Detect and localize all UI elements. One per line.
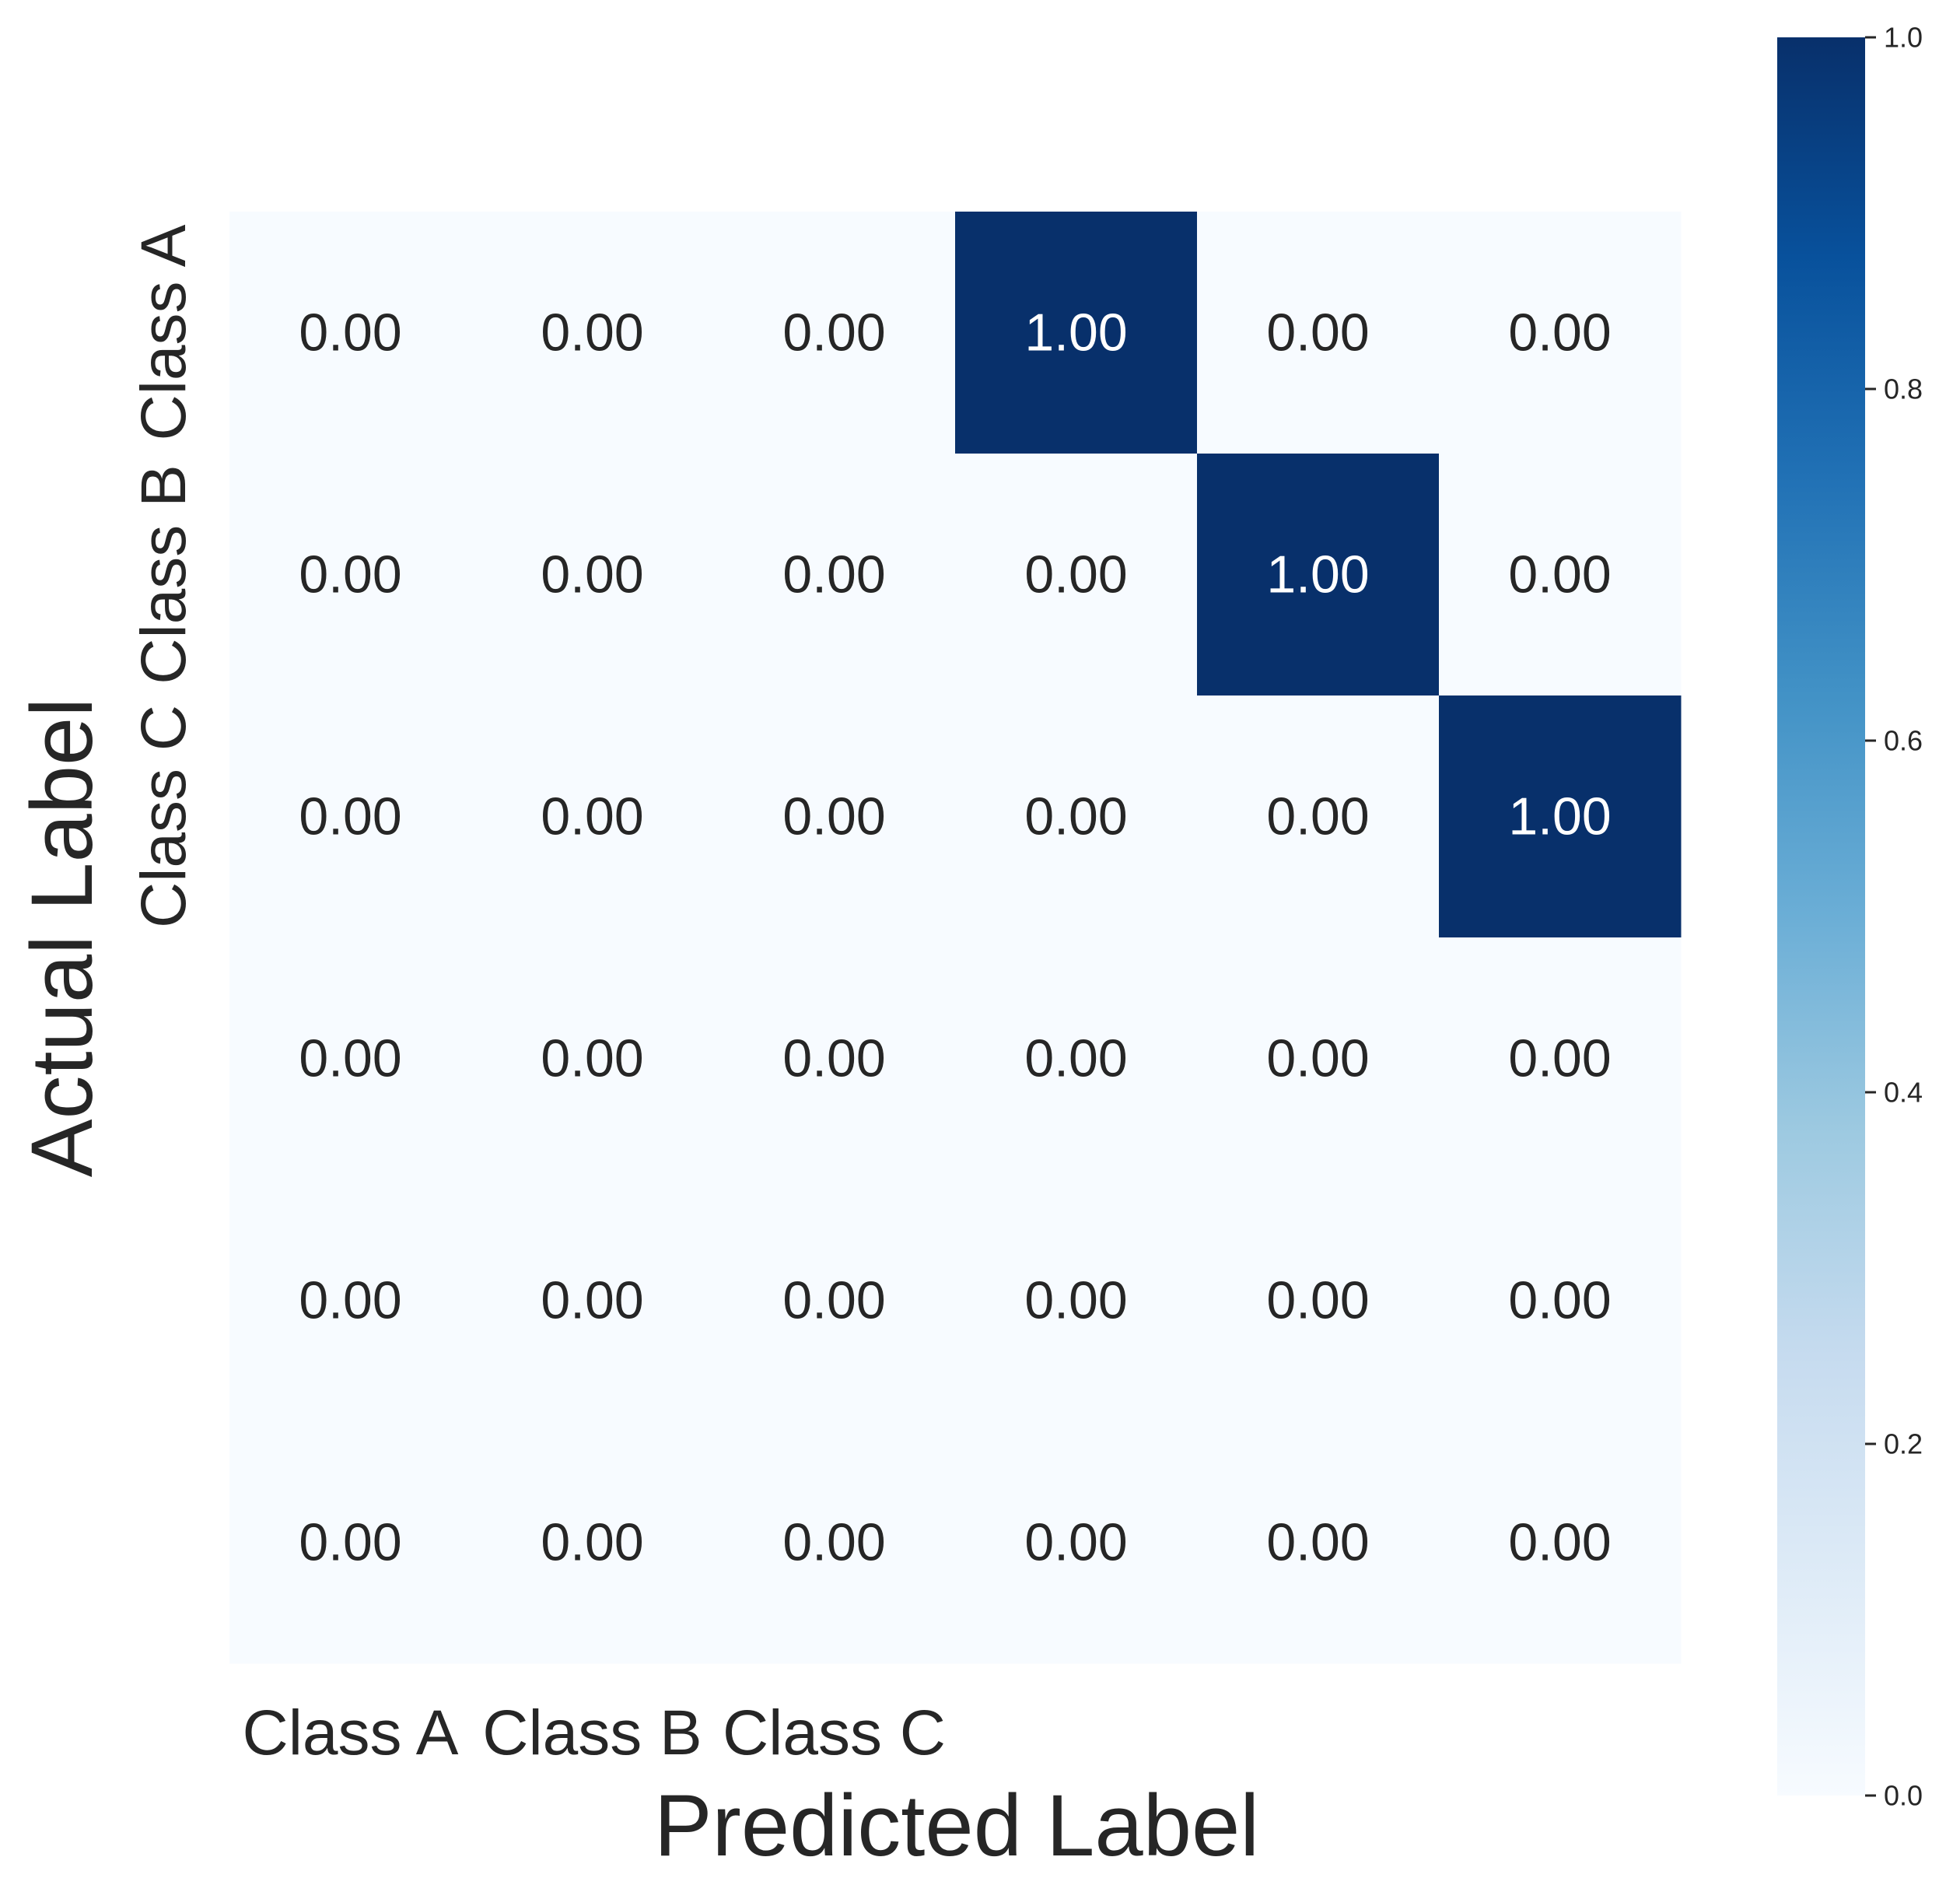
heatmap-cell (471, 695, 714, 938)
heatmap-cell-label: 1.00 (1266, 545, 1369, 604)
heatmap-cell (713, 1179, 956, 1422)
x-axis-title: Predicted Label (654, 1777, 1259, 1874)
heatmap-cell (1439, 212, 1682, 454)
heatmap-cell (713, 454, 956, 696)
heatmap-cell-label: 0.00 (782, 303, 885, 363)
heatmap-cell-label: 0.00 (299, 545, 401, 604)
heatmap-cell (229, 1179, 472, 1422)
heatmap-cell-label: 0.00 (1508, 1029, 1611, 1088)
heatmap-cell-label: 0.00 (299, 787, 401, 846)
heatmap-cell-labels: 0.00 0.00 0.00 1.00 0.00 0.00 0.00 0.00 0.00 0.00… (299, 303, 1611, 1572)
heatmap-cell (955, 454, 1198, 696)
colorbar: 0.0 0.2 0.4 0.6 0.8 1.0 (1777, 22, 1923, 1812)
heatmap-cell (713, 212, 956, 454)
heatmap-cell (955, 695, 1198, 938)
heatmap-cell (955, 1421, 1198, 1664)
heatmap-cell-label: 0.00 (1024, 787, 1127, 846)
heatmap-cell (1197, 1179, 1440, 1422)
y-axis-ticks: Class A Class B Class C (128, 224, 199, 928)
heatmap-cell (713, 1421, 956, 1664)
heatmap-cell (1439, 1179, 1682, 1422)
heatmap-cell-label: 0.00 (782, 545, 885, 604)
x-tick-label: Class A (243, 1698, 459, 1768)
heatmap-cell-label: 0.00 (782, 1513, 885, 1572)
heatmap-cell (955, 1179, 1198, 1422)
y-tick-label: Class C (128, 705, 199, 928)
heatmap-cell (471, 1179, 714, 1422)
heatmap-cell-label: 0.00 (782, 1029, 885, 1088)
heatmap-cell (1439, 695, 1682, 938)
heatmap-cell (229, 212, 472, 454)
heatmap-cell (713, 695, 956, 938)
heatmap-cell-label: 0.00 (782, 1271, 885, 1330)
heatmap-cell-label: 1.00 (1024, 303, 1127, 363)
heatmap-cell-label: 0.00 (1266, 1271, 1369, 1330)
heatmap-cell-label: 0.00 (541, 303, 643, 363)
colorbar-tick-label: 1.0 (1884, 22, 1923, 54)
heatmap-cell-label: 0.00 (1024, 1513, 1127, 1572)
heatmap-cell-label: 0.00 (299, 1029, 401, 1088)
heatmap-cell-label: 0.00 (541, 1029, 643, 1088)
heatmap-cell-label: 0.00 (1266, 1513, 1369, 1572)
heatmap-cell-label: 0.00 (299, 1271, 401, 1330)
heatmap-cell-label: 0.00 (541, 545, 643, 604)
heatmap-cell-label: 0.00 (1266, 787, 1369, 846)
y-axis-title: Actual Label (13, 698, 110, 1177)
heatmap-cell (471, 454, 714, 696)
heatmap-cell (471, 937, 714, 1180)
heatmap-cell-label: 0.00 (299, 303, 401, 363)
heatmap-cell-label: 0.00 (1024, 1271, 1127, 1330)
x-tick-label: Class B (482, 1698, 702, 1768)
heatmap-cell (1439, 454, 1682, 696)
heatmap-cell (713, 937, 956, 1180)
heatmap-cell-label: 0.00 (541, 1271, 643, 1330)
colorbar-tick-label: 0.2 (1884, 1428, 1923, 1460)
heatmap-cell (229, 454, 472, 696)
heatmap-cell-label: 0.00 (1508, 545, 1611, 604)
heatmap-cell-label: 0.00 (1024, 1029, 1127, 1088)
heatmap-cell-label: 0.00 (1508, 1513, 1611, 1572)
heatmap-cell (229, 937, 472, 1180)
heatmap-cell (1197, 1421, 1440, 1664)
colorbar-tick-label: 0.0 (1884, 1780, 1923, 1812)
heatmap-cell (471, 1421, 714, 1664)
heatmap-cell-label: 0.00 (1024, 545, 1127, 604)
colorbar-gradient (1777, 37, 1865, 1796)
heatmap-cell-label: 0.00 (541, 1513, 643, 1572)
heatmap-cell (1197, 937, 1440, 1180)
colorbar-tick-label: 0.6 (1884, 725, 1923, 757)
heatmap-cell (1439, 937, 1682, 1180)
colorbar-tick-label: 0.8 (1884, 373, 1923, 405)
heatmap-cell-label: 0.00 (1508, 1271, 1611, 1330)
heatmap-cells (229, 212, 1682, 1664)
heatmap-cell-label: 0.00 (541, 787, 643, 846)
heatmap-cell (229, 695, 472, 938)
heatmap-cell-label: 0.00 (782, 787, 885, 846)
heatmap-cell (1197, 212, 1440, 454)
heatmap-cell-label: 0.00 (1266, 1029, 1369, 1088)
heatmap-cell-label: 1.00 (1508, 787, 1611, 846)
heatmap-cell-label: 0.00 (1266, 303, 1369, 363)
heatmap-cell-label: 0.00 (1508, 303, 1611, 363)
heatmap-cell (1197, 695, 1440, 938)
heatmap-cell (229, 1421, 472, 1664)
heatmap-cell (955, 937, 1198, 1180)
heatmap-cell (1439, 1421, 1682, 1664)
y-tick-label: Class B (128, 464, 199, 685)
x-axis-ticks: Class A Class B Class C (243, 1698, 947, 1768)
y-tick-label: Class A (128, 224, 199, 440)
heatmap-cell (1197, 454, 1440, 696)
heatmap-cell (955, 212, 1198, 454)
colorbar-tick-label: 0.4 (1884, 1077, 1923, 1109)
heatmap-cell-label: 0.00 (299, 1513, 401, 1572)
x-tick-label: Class C (723, 1698, 946, 1768)
heatmap-cell (471, 212, 714, 454)
